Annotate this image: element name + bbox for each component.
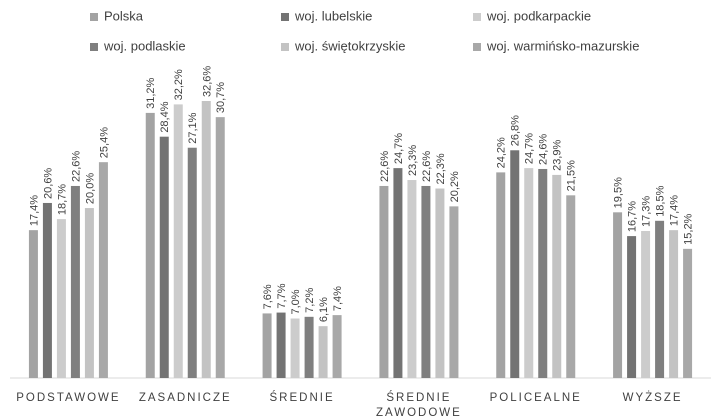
data-label: 17,4% xyxy=(669,195,681,226)
legend-swatch xyxy=(90,13,98,21)
bar xyxy=(187,147,197,378)
bar xyxy=(276,312,286,378)
bar xyxy=(42,202,52,378)
data-label: 24,6% xyxy=(538,134,550,165)
legend-label: woj. warmińsko-mazurskie xyxy=(486,38,639,53)
data-label: 7,7% xyxy=(276,283,288,308)
data-label: 16,7% xyxy=(627,201,639,232)
data-label: 20,0% xyxy=(84,173,96,204)
legend-swatch xyxy=(473,13,481,21)
data-label: 22,6% xyxy=(70,151,82,182)
bar xyxy=(669,230,679,378)
legend-swatch xyxy=(281,43,289,51)
bar xyxy=(290,318,300,378)
data-label: 23,3% xyxy=(407,145,419,176)
bar xyxy=(70,185,80,378)
bar xyxy=(655,220,665,378)
data-label: 22,6% xyxy=(421,151,433,182)
data-label: 27,1% xyxy=(187,112,199,143)
legend-swatch xyxy=(473,43,481,51)
data-label: 7,2% xyxy=(304,288,316,313)
data-label: 19,5% xyxy=(613,177,625,208)
data-label: 6,1% xyxy=(318,297,330,322)
data-label: 24,2% xyxy=(496,137,508,168)
bar xyxy=(393,168,403,378)
bar xyxy=(28,230,38,378)
bar xyxy=(215,117,225,379)
data-label: 24,7% xyxy=(393,133,405,164)
bar xyxy=(379,185,389,378)
data-label: 7,0% xyxy=(290,289,302,314)
legend-swatch xyxy=(281,13,289,21)
data-label: 15,2% xyxy=(683,213,695,244)
data-label: 24,7% xyxy=(524,133,536,164)
data-label: 28,4% xyxy=(159,101,171,132)
bar xyxy=(510,150,520,378)
data-label: 17,4% xyxy=(28,195,40,226)
bar xyxy=(407,180,417,378)
x-tick-label: ZASADNICZE xyxy=(138,392,232,404)
bar xyxy=(56,219,66,378)
bar xyxy=(538,168,548,378)
data-label: 32,6% xyxy=(201,66,213,97)
x-tick-label: WYŻSZE xyxy=(622,392,683,404)
legend-label: Polska xyxy=(104,8,144,23)
data-label: 25,4% xyxy=(98,127,110,158)
legend-label: woj. podkarpackie xyxy=(486,8,591,23)
data-label: 20,2% xyxy=(449,171,461,202)
bar xyxy=(641,231,651,378)
bar xyxy=(159,136,169,378)
bar xyxy=(552,174,562,378)
data-label: 18,5% xyxy=(655,185,667,216)
x-tick-label: ŚREDNIE ZAWODOWE xyxy=(375,392,462,419)
data-label: 26,8% xyxy=(510,115,522,146)
bar xyxy=(84,208,94,378)
legend-label: woj. lubelskie xyxy=(294,8,372,23)
legend-swatch xyxy=(90,43,98,51)
bar xyxy=(173,104,183,378)
bar xyxy=(201,101,211,378)
data-label: 20,6% xyxy=(42,168,54,199)
bar xyxy=(435,188,445,378)
x-tick-label: POLICEALNE xyxy=(489,392,582,404)
data-label: 22,3% xyxy=(435,153,447,184)
data-label: 7,6% xyxy=(262,284,274,309)
legend-label: woj. świętokrzyskie xyxy=(294,38,406,53)
bar xyxy=(524,168,534,378)
legend-label: woj. podlaskie xyxy=(103,38,186,53)
data-label: 7,4% xyxy=(332,286,344,311)
data-label: 21,5% xyxy=(566,160,578,191)
bar xyxy=(683,248,693,378)
bar xyxy=(98,162,108,378)
bar xyxy=(332,315,342,378)
data-label: 17,3% xyxy=(641,196,653,227)
x-tick-label: ŚREDNIE xyxy=(269,392,335,404)
bar xyxy=(613,212,623,378)
bar xyxy=(304,316,314,378)
bar xyxy=(145,112,155,379)
bar xyxy=(627,236,637,378)
data-label: 23,9% xyxy=(552,140,564,171)
bar xyxy=(449,206,459,378)
data-label: 18,7% xyxy=(56,184,68,215)
data-label: 31,2% xyxy=(145,77,157,108)
bar xyxy=(262,313,272,378)
bar xyxy=(421,185,431,378)
bar xyxy=(318,326,328,378)
bar xyxy=(566,195,576,378)
data-label: 22,6% xyxy=(379,151,391,182)
bar xyxy=(496,172,506,378)
x-tick-label: PODSTAWOWE xyxy=(16,392,121,404)
data-label: 32,2% xyxy=(173,69,185,100)
data-label: 30,7% xyxy=(215,82,227,113)
